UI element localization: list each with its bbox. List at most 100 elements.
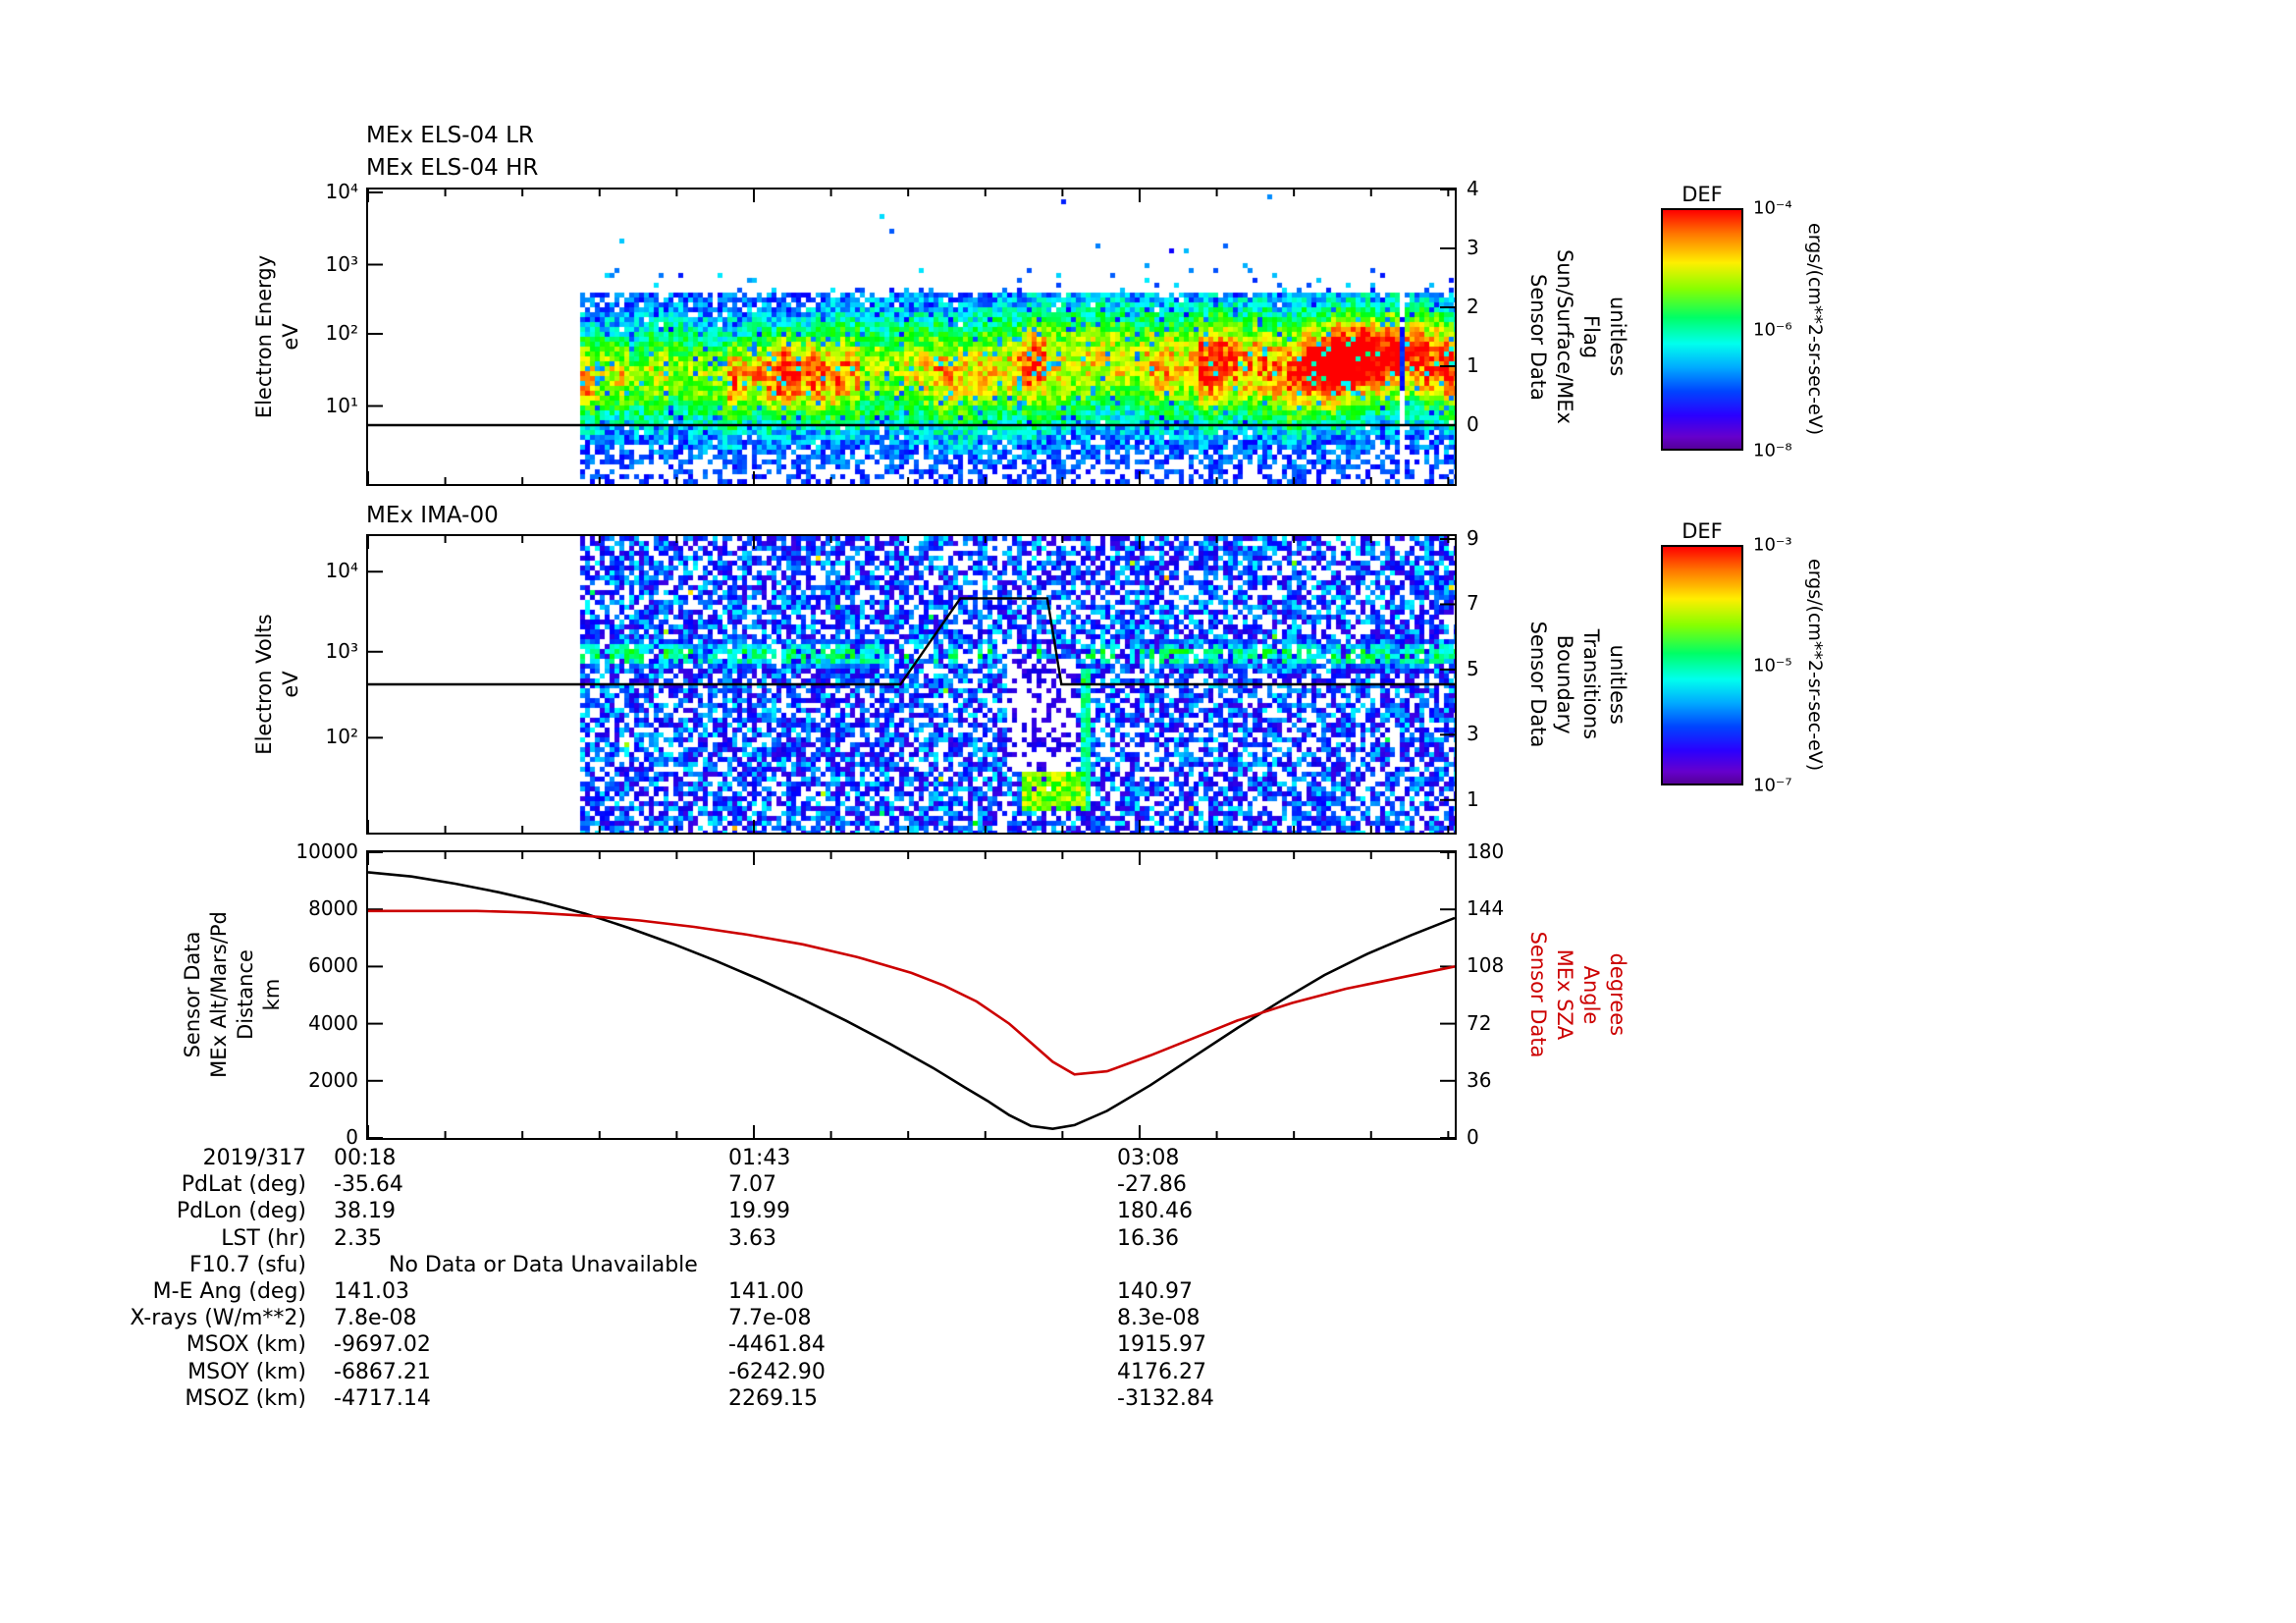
footer-row-value: -27.86 xyxy=(1117,1172,1187,1198)
y-tick-label: 6000 xyxy=(308,953,358,978)
ima-colorbar: DEF ergs/(cm**2-sr-sec-eV) xyxy=(1661,519,1975,814)
footer-row-value: 141.03 xyxy=(334,1279,409,1304)
y-tick-label: 2000 xyxy=(308,1067,358,1092)
footer-row-label: 2019/317 xyxy=(202,1146,306,1170)
y-tick-label: 10³ xyxy=(325,638,358,663)
y-tick-label: 10² xyxy=(325,725,358,749)
colorbar-tick-label: 10⁻⁷ xyxy=(1753,775,1792,796)
right-tick-label: 72 xyxy=(1467,1010,1492,1035)
sza-series-line xyxy=(368,909,1455,1076)
colorbar-title: DEF xyxy=(1682,183,1723,206)
footer-row-label: PdLon (deg) xyxy=(176,1199,306,1224)
ima-right-axis-label: Sensor Data Boundary Transitions unitles… xyxy=(1526,621,1629,748)
y-tick-label: 10¹ xyxy=(325,393,358,417)
footer-row-label: F10.7 (sfu) xyxy=(189,1252,306,1277)
footer-row-value: 7.8e-08 xyxy=(334,1306,417,1331)
y-tick-label: 10⁴ xyxy=(325,559,358,583)
ephemeris-y-axis-label: Sensor Data MEx Alt/Mars/Pd Distance km xyxy=(181,911,284,1078)
footer-row-value: 03:08 xyxy=(1117,1146,1180,1170)
y-tick-label: 10² xyxy=(325,321,358,345)
colorbar-units-text: ergs/(cm**2-sr-sec-eV) xyxy=(1804,559,1826,772)
footer-row-value: 141.00 xyxy=(728,1279,804,1304)
colorbar-tick-label: 10⁻³ xyxy=(1753,534,1792,556)
els-spectrogram-panel xyxy=(366,188,1457,486)
footer-row-value: 180.46 xyxy=(1117,1199,1193,1224)
footer-row-value: -4717.14 xyxy=(334,1385,431,1411)
footer-row-value: -6867.21 xyxy=(334,1359,431,1384)
ima-panel-title: MEx IMA-00 xyxy=(366,503,499,528)
boundary-transitions-line xyxy=(368,597,1455,686)
footer-row-value: 2269.15 xyxy=(728,1385,818,1411)
right-tick-label: 0 xyxy=(1467,412,1479,436)
ephemeris-plot xyxy=(368,852,1455,1138)
footer-row-label: MSOX (km) xyxy=(186,1332,306,1358)
right-tick-label: 3 xyxy=(1467,722,1479,746)
colorbar-tick-label: 10⁻⁵ xyxy=(1753,655,1792,676)
footer-row-value: -4461.84 xyxy=(728,1332,826,1358)
right-tick-label: 144 xyxy=(1467,896,1505,921)
y-tick-label: 4000 xyxy=(308,1010,358,1035)
right-tick-label: 1 xyxy=(1467,786,1479,811)
footer-row-value: 7.7e-08 xyxy=(728,1306,812,1331)
y-tick-label: 0 xyxy=(346,1125,358,1149)
right-tick-label: 5 xyxy=(1467,656,1479,680)
y-tick-label: 8000 xyxy=(308,896,358,921)
footer-row-value: 16.36 xyxy=(1117,1225,1179,1251)
footer-row-label: X-rays (W/m**2) xyxy=(130,1306,306,1331)
footer-row-value: 19.99 xyxy=(728,1199,790,1224)
els-overlay xyxy=(368,189,1455,484)
ima-spectrogram-panel xyxy=(366,534,1457,835)
right-tick-label: 1 xyxy=(1467,353,1479,377)
els-right-axis-label: Sensor Data Sun/Surface/MEx Flag unitles… xyxy=(1526,249,1629,424)
footer-row-value: 00:18 xyxy=(334,1146,397,1170)
colorbar-tick-label: 10⁻⁶ xyxy=(1753,319,1792,340)
footer-row-label: PdLat (deg) xyxy=(181,1172,306,1198)
right-tick-label: 4 xyxy=(1467,177,1479,200)
footer-row-value: 140.97 xyxy=(1117,1279,1193,1304)
right-tick-label: 0 xyxy=(1467,1125,1479,1149)
colorbar-gradient xyxy=(1661,545,1743,785)
colorbar-units: ergs/(cm**2-sr-sec-eV) xyxy=(1804,545,1826,785)
colorbar-title: DEF xyxy=(1682,519,1723,543)
altitude-series-line xyxy=(368,871,1455,1131)
els-spectrogram-canvas xyxy=(368,189,1455,484)
colorbar-tick-label: 10⁻⁴ xyxy=(1753,197,1792,219)
footer-row-value: -6242.90 xyxy=(728,1359,826,1384)
footer-row-value: 38.19 xyxy=(334,1199,396,1224)
footer-row-value: -35.64 xyxy=(334,1172,403,1198)
right-tick-label: 36 xyxy=(1467,1067,1492,1092)
right-tick-label: 180 xyxy=(1467,839,1505,863)
right-tick-label: 108 xyxy=(1467,953,1505,978)
ephemeris-line-panel xyxy=(366,850,1457,1140)
footer-row-value: 2.35 xyxy=(334,1225,382,1251)
footer-row-label: MSOZ (km) xyxy=(185,1385,306,1411)
footer-row-label: M-E Ang (deg) xyxy=(152,1279,306,1304)
footer-row-value: -9697.02 xyxy=(334,1332,431,1358)
footer-row-value: -3132.84 xyxy=(1117,1385,1214,1411)
els-colorbar: DEF ergs/(cm**2-sr-sec-eV) xyxy=(1661,183,1975,477)
y-tick-label: 10³ xyxy=(325,251,358,276)
sza-right-axis-label: Sensor Data MEx SZA Angle degrees xyxy=(1526,931,1629,1058)
footer-row-value: 3.63 xyxy=(728,1225,776,1251)
y-tick-label: 10000 xyxy=(295,839,358,863)
right-tick-label: 7 xyxy=(1467,591,1479,616)
ima-overlay xyxy=(368,536,1455,833)
colorbar-units-text: ergs/(cm**2-sr-sec-eV) xyxy=(1804,223,1826,436)
footer-row-label: LST (hr) xyxy=(221,1225,306,1251)
y-tick-label: 10⁴ xyxy=(325,180,358,203)
els-panel-title: MEx ELS-04 LR MEx ELS-04 HR xyxy=(366,123,539,181)
right-tick-label: 9 xyxy=(1467,526,1479,551)
footer-row-value: No Data or Data Unavailable xyxy=(389,1252,698,1277)
footer-row-value: 4176.27 xyxy=(1117,1359,1206,1384)
right-tick-label: 2 xyxy=(1467,295,1479,318)
footer-row-value: 01:43 xyxy=(728,1146,791,1170)
footer-row-label: MSOY (km) xyxy=(187,1359,306,1384)
colorbar-tick-label: 10⁻⁸ xyxy=(1753,440,1792,461)
colorbar-units: ergs/(cm**2-sr-sec-eV) xyxy=(1804,208,1826,451)
colorbar-gradient xyxy=(1661,208,1743,451)
footer-row-value: 7.07 xyxy=(728,1172,776,1198)
footer-row-value: 8.3e-08 xyxy=(1117,1306,1201,1331)
right-tick-label: 3 xyxy=(1467,236,1479,259)
footer-row-value: 1915.97 xyxy=(1117,1332,1206,1358)
